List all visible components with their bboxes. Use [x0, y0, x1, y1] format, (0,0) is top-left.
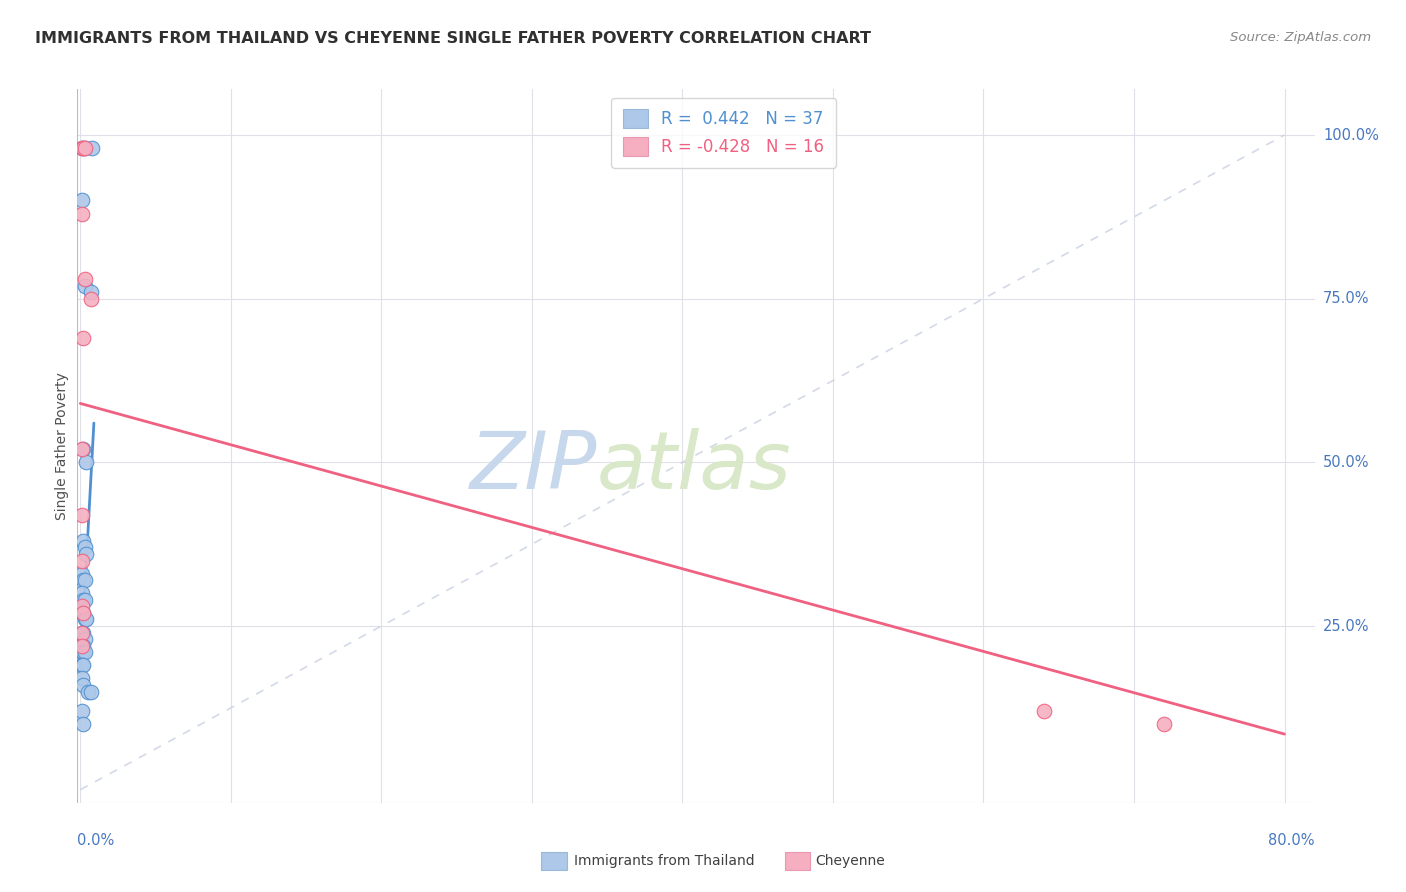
Point	[70, 194, 93, 208]
Point	[70, 442, 93, 457]
Point	[72, 717, 94, 731]
Point	[80, 684, 103, 698]
Point	[70, 625, 93, 640]
Point	[73, 612, 96, 626]
Point	[73, 278, 96, 293]
Point	[70, 625, 93, 640]
Point	[72, 645, 94, 659]
Text: atlas: atlas	[598, 428, 792, 507]
Text: 100.0%: 100.0%	[1323, 128, 1379, 143]
Point	[73, 645, 96, 659]
Point	[70, 704, 93, 718]
Point	[70, 639, 93, 653]
Point	[70, 645, 93, 659]
Text: 80.0%: 80.0%	[1268, 833, 1315, 848]
Point	[70, 553, 93, 567]
Point	[1032, 704, 1054, 718]
Point	[72, 533, 94, 548]
Point	[72, 573, 94, 587]
Text: 50.0%: 50.0%	[1323, 455, 1369, 470]
Text: 75.0%: 75.0%	[1323, 291, 1369, 306]
Point	[1153, 717, 1175, 731]
Point	[72, 141, 94, 155]
Point	[82, 141, 104, 155]
Point	[72, 606, 94, 620]
Text: IMMIGRANTS FROM THAILAND VS CHEYENNE SINGLE FATHER POVERTY CORRELATION CHART: IMMIGRANTS FROM THAILAND VS CHEYENNE SIN…	[35, 31, 872, 46]
Point	[73, 592, 96, 607]
Point	[72, 592, 94, 607]
Text: Cheyenne: Cheyenne	[815, 854, 886, 868]
Point	[70, 508, 93, 522]
Point	[70, 599, 93, 614]
Point	[73, 541, 96, 555]
Point	[75, 612, 97, 626]
Point	[70, 141, 93, 155]
Y-axis label: Single Father Poverty: Single Father Poverty	[55, 372, 69, 520]
Point	[70, 658, 93, 673]
Point	[70, 566, 93, 581]
Point	[73, 573, 96, 587]
Point	[70, 639, 93, 653]
Text: ZIP: ZIP	[470, 428, 598, 507]
Point	[72, 331, 94, 345]
Point	[70, 206, 93, 220]
Point	[72, 625, 94, 640]
Point	[70, 672, 93, 686]
Point	[75, 455, 97, 469]
Point	[75, 547, 97, 561]
Point	[76, 684, 98, 698]
Text: Immigrants from Thailand: Immigrants from Thailand	[574, 854, 754, 868]
Point	[80, 292, 103, 306]
Point	[72, 442, 94, 457]
Text: 25.0%: 25.0%	[1323, 618, 1369, 633]
Legend: R =  0.442   N = 37, R = -0.428   N = 16: R = 0.442 N = 37, R = -0.428 N = 16	[612, 97, 837, 168]
Point	[73, 141, 96, 155]
Point	[80, 285, 103, 300]
Point	[72, 639, 94, 653]
Point	[70, 606, 93, 620]
Point	[73, 632, 96, 647]
Point	[70, 586, 93, 600]
Point	[70, 141, 93, 155]
Point	[72, 606, 94, 620]
Point	[73, 141, 96, 155]
Text: 0.0%: 0.0%	[77, 833, 114, 848]
Point	[72, 678, 94, 692]
Point	[73, 272, 96, 286]
Text: Source: ZipAtlas.com: Source: ZipAtlas.com	[1230, 31, 1371, 45]
Point	[72, 658, 94, 673]
